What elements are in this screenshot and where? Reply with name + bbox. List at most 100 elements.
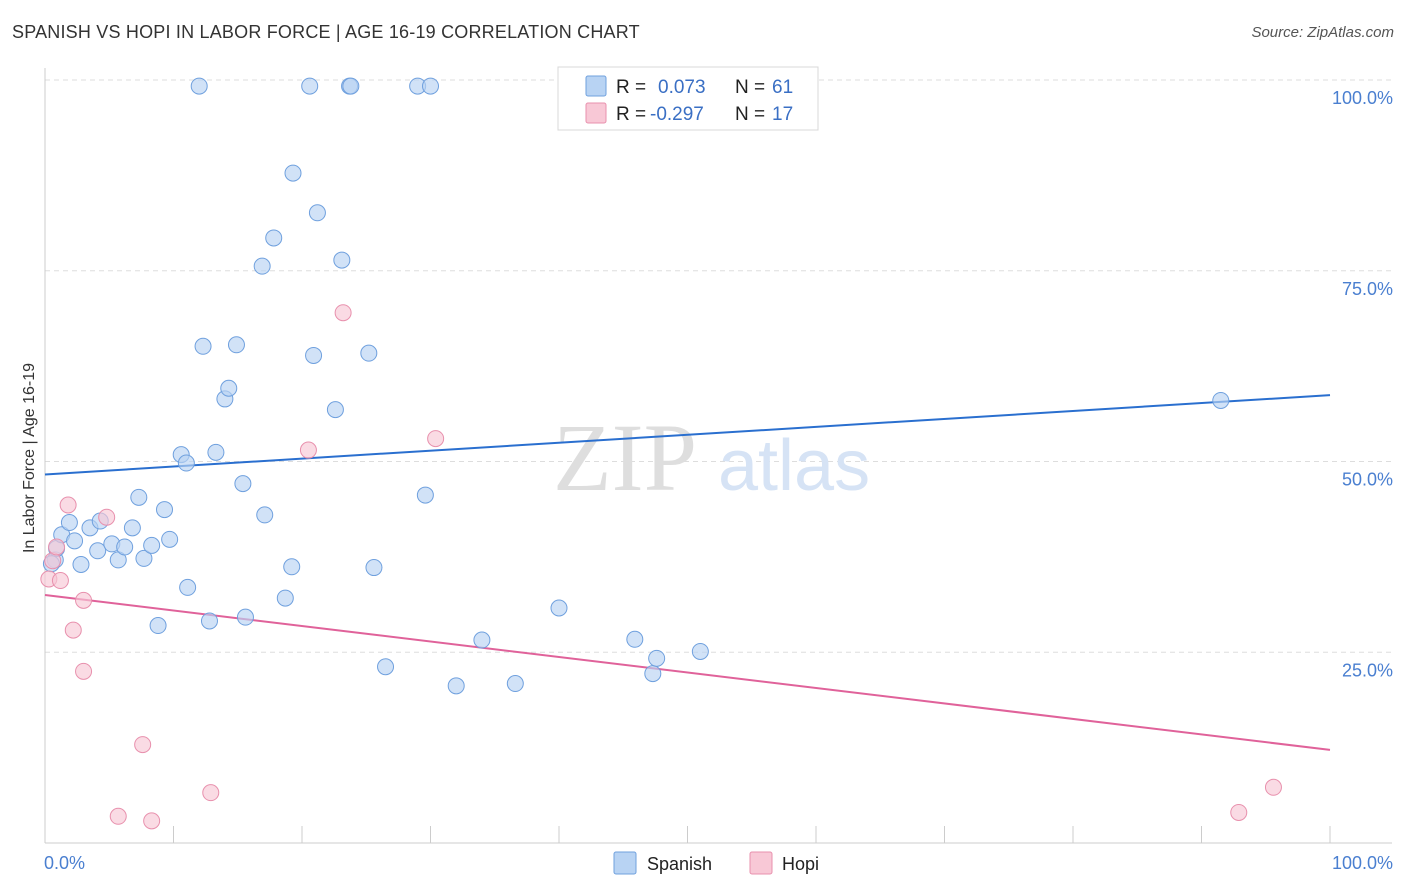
point-spanish — [342, 77, 360, 95]
gridlines — [45, 79, 1392, 653]
x-tick-labels: 0.0% 100.0% — [44, 853, 1393, 873]
legend-n-value-hopi: 17 — [772, 104, 793, 125]
legend-n-label-hopi: N = — [735, 104, 765, 125]
data-points — [40, 77, 1282, 830]
point-spanish — [177, 454, 195, 472]
point-spanish — [143, 536, 161, 554]
point-spanish — [1212, 391, 1230, 409]
point-spanish — [234, 475, 252, 493]
point-spanish — [333, 251, 351, 269]
point-spanish — [365, 559, 383, 577]
point-spanish — [72, 556, 90, 574]
point-spanish — [149, 617, 167, 635]
point-spanish — [301, 77, 319, 95]
point-spanish — [691, 642, 709, 660]
watermark-zip: ZIP — [553, 404, 697, 511]
point-spanish — [422, 77, 439, 95]
point-spanish — [116, 538, 134, 556]
axes — [44, 68, 1392, 844]
legend-n-label-spanish: N = — [735, 77, 765, 98]
point-spanish — [123, 519, 141, 537]
chart-source: Source: ZipAtlas.com — [1251, 24, 1394, 41]
y-tick-label: 50.0% — [1342, 470, 1393, 490]
point-hopi — [134, 736, 152, 754]
chart-title: SPANISH VS HOPI IN LABOR FORCE | AGE 16-… — [12, 22, 640, 42]
trend-lines — [44, 394, 1331, 751]
point-spanish — [447, 677, 465, 695]
point-spanish — [220, 379, 238, 397]
point-spanish — [305, 346, 323, 364]
point-spanish — [179, 578, 197, 596]
point-hopi — [299, 441, 317, 459]
point-spanish — [506, 675, 524, 693]
point-spanish — [377, 658, 395, 676]
point-spanish — [256, 506, 274, 524]
point-spanish — [135, 549, 153, 567]
point-hopi — [334, 304, 352, 322]
watermark-atlas: atlas — [718, 426, 870, 506]
point-spanish — [276, 589, 294, 607]
legend-r-value-hopi: -0.297 — [650, 104, 704, 125]
bottom-legend-label-spanish: Spanish — [647, 854, 712, 874]
point-spanish — [227, 336, 245, 354]
point-hopi — [1264, 778, 1282, 796]
legend-r-label-spanish: R = — [616, 77, 646, 98]
point-spanish — [236, 608, 254, 626]
watermark: ZIP atlas — [553, 404, 870, 511]
point-hopi — [75, 662, 93, 680]
point-hopi — [98, 508, 116, 526]
point-spanish — [550, 599, 568, 617]
point-spanish — [626, 630, 644, 648]
bottom-legend-label-hopi: Hopi — [782, 854, 819, 874]
point-hopi — [64, 621, 82, 639]
point-spanish — [194, 337, 212, 355]
point-spanish — [284, 164, 302, 182]
trend-line-spanish — [44, 394, 1331, 476]
x-tick-label: 100.0% — [1332, 853, 1393, 873]
point-spanish — [473, 631, 491, 649]
point-hopi — [75, 591, 93, 609]
legend: R = 0.073 N = 61 R = -0.297 N = 17 — [557, 66, 819, 131]
point-hopi — [51, 572, 69, 590]
point-spanish — [283, 558, 301, 576]
legend-r-label-hopi: R = — [616, 104, 646, 125]
point-spanish — [66, 532, 84, 550]
point-spanish — [265, 229, 283, 247]
point-spanish — [648, 649, 666, 667]
point-spanish — [308, 204, 326, 222]
point-hopi — [202, 784, 220, 802]
legend-swatch-spanish — [585, 75, 607, 97]
point-spanish — [360, 344, 378, 362]
bottom-legend-swatch-spanish — [613, 851, 637, 875]
bottom-legend-swatch-hopi — [749, 851, 773, 875]
point-spanish — [416, 486, 434, 504]
point-hopi — [143, 812, 161, 830]
legend-n-value-spanish: 61 — [772, 77, 793, 98]
bottom-legend: Spanish Hopi — [613, 851, 819, 875]
legend-r-value-spanish: 0.073 — [658, 77, 706, 98]
point-hopi — [48, 538, 66, 556]
point-hopi — [109, 807, 127, 825]
legend-swatch-hopi — [585, 102, 607, 124]
y-axis-label: In Labor Force | Age 16-19 — [21, 363, 38, 553]
point-hopi — [59, 496, 77, 514]
point-spanish — [190, 77, 208, 95]
y-tick-label: 100.0% — [1332, 88, 1393, 108]
point-spanish — [60, 514, 78, 532]
point-spanish — [161, 530, 179, 548]
y-tick-labels: 25.0% 50.0% 75.0% 100.0% — [1332, 88, 1393, 680]
point-hopi — [427, 430, 445, 448]
point-spanish — [207, 443, 225, 461]
point-hopi — [1230, 803, 1248, 821]
y-tick-label: 75.0% — [1342, 279, 1393, 299]
point-spanish — [326, 401, 344, 419]
point-spanish — [130, 488, 148, 506]
point-spanish — [644, 665, 662, 683]
point-spanish — [89, 542, 107, 560]
point-spanish — [253, 257, 271, 275]
y-tick-label: 25.0% — [1342, 660, 1393, 680]
point-spanish — [156, 501, 174, 519]
point-spanish — [200, 612, 218, 630]
x-tick-label: 0.0% — [44, 853, 85, 873]
